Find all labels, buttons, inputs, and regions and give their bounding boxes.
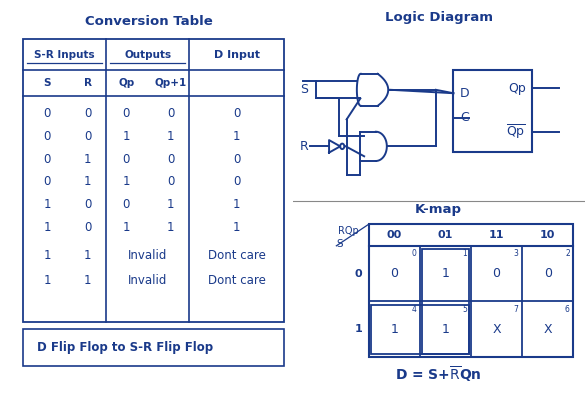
Bar [23,329,284,366]
Text: 1: 1 [233,220,240,234]
Text: Logic Diagram: Logic Diagram [385,11,493,24]
Text: 0: 0 [167,153,174,166]
Text: $\overline{\mathrm{Qp}}$: $\overline{\mathrm{Qp}}$ [506,123,526,141]
Text: S: S [44,78,51,88]
Text: 1: 1 [44,249,51,261]
Text: D = S+$\overline{\mathrm{R}}$Qn: D = S+$\overline{\mathrm{R}}$Qn [395,365,482,384]
Text: K-map: K-map [415,203,462,217]
Text: 0: 0 [44,107,51,121]
Text: 1: 1 [44,220,51,234]
Bar [422,249,469,354]
Text: 7: 7 [514,304,518,314]
Text: 1: 1 [233,198,240,211]
Text: 1: 1 [355,324,362,334]
Text: 1: 1 [84,176,91,188]
Text: R: R [300,140,308,153]
Text: 1: 1 [84,274,91,287]
Text: 1: 1 [122,130,130,143]
Text: 0: 0 [355,269,362,279]
Text: D Input: D Input [214,50,260,60]
Text: 0: 0 [122,198,130,211]
Text: D: D [460,87,469,100]
Text: 0: 0 [411,249,416,258]
Text: 0: 0 [84,198,91,211]
Text: C: C [460,111,469,124]
Text: 1: 1 [442,267,449,280]
Text: 1: 1 [442,323,449,336]
Text: 0: 0 [167,176,174,188]
Text: 10: 10 [540,230,555,240]
Text: 0: 0 [44,130,51,143]
Text: 1: 1 [390,323,398,336]
Text: 1: 1 [167,130,174,143]
Text: 0: 0 [84,220,91,234]
Text: 0: 0 [122,107,130,121]
Text: 1: 1 [44,274,51,287]
Text: 3: 3 [514,249,518,258]
Text: 1: 1 [167,220,174,234]
Text: R: R [84,78,91,88]
Text: X: X [543,323,552,336]
Text: 6: 6 [565,304,570,314]
Text: 11: 11 [489,230,504,240]
Text: 1: 1 [122,176,130,188]
Text: S: S [300,83,308,96]
Text: 0: 0 [84,130,91,143]
Bar [23,39,284,322]
Bar [453,70,532,152]
Text: 1: 1 [44,198,51,211]
Text: Dont care: Dont care [208,274,266,287]
Text: Invalid: Invalid [128,249,167,261]
Text: 0: 0 [543,267,552,280]
Text: Outputs: Outputs [124,50,171,60]
Text: 0: 0 [44,176,51,188]
Text: 1: 1 [122,220,130,234]
Text: Dont care: Dont care [208,249,266,261]
Text: 1: 1 [463,249,467,258]
Text: Qp: Qp [508,82,526,95]
Text: S: S [336,239,343,249]
Text: S-R Inputs: S-R Inputs [35,50,95,60]
Text: X: X [492,323,501,336]
Text: 0: 0 [233,153,240,166]
Text: 0: 0 [44,153,51,166]
Text: 0: 0 [122,153,130,166]
Text: 1: 1 [84,153,91,166]
Text: 0: 0 [84,107,91,121]
Text: 2: 2 [565,249,570,258]
Text: 1: 1 [167,198,174,211]
Text: 00: 00 [387,230,402,240]
Text: RQp: RQp [338,226,359,236]
Text: D Flip Flop to S-R Flip Flop: D Flip Flop to S-R Flip Flop [37,341,214,354]
Bar [371,304,469,354]
Text: 4: 4 [411,304,416,314]
Text: Qp: Qp [118,78,135,88]
Text: Qp+1: Qp+1 [154,78,187,88]
Text: Invalid: Invalid [128,274,167,287]
Text: 1: 1 [84,249,91,261]
Text: 5: 5 [463,304,467,314]
Text: 0: 0 [167,107,174,121]
Text: 0: 0 [390,267,398,280]
Text: 0: 0 [233,176,240,188]
Text: 1: 1 [233,130,240,143]
Bar [369,224,573,357]
Text: 0: 0 [233,107,240,121]
Text: Conversion Table: Conversion Table [85,15,213,28]
Text: 01: 01 [438,230,453,240]
Text: 0: 0 [493,267,501,280]
